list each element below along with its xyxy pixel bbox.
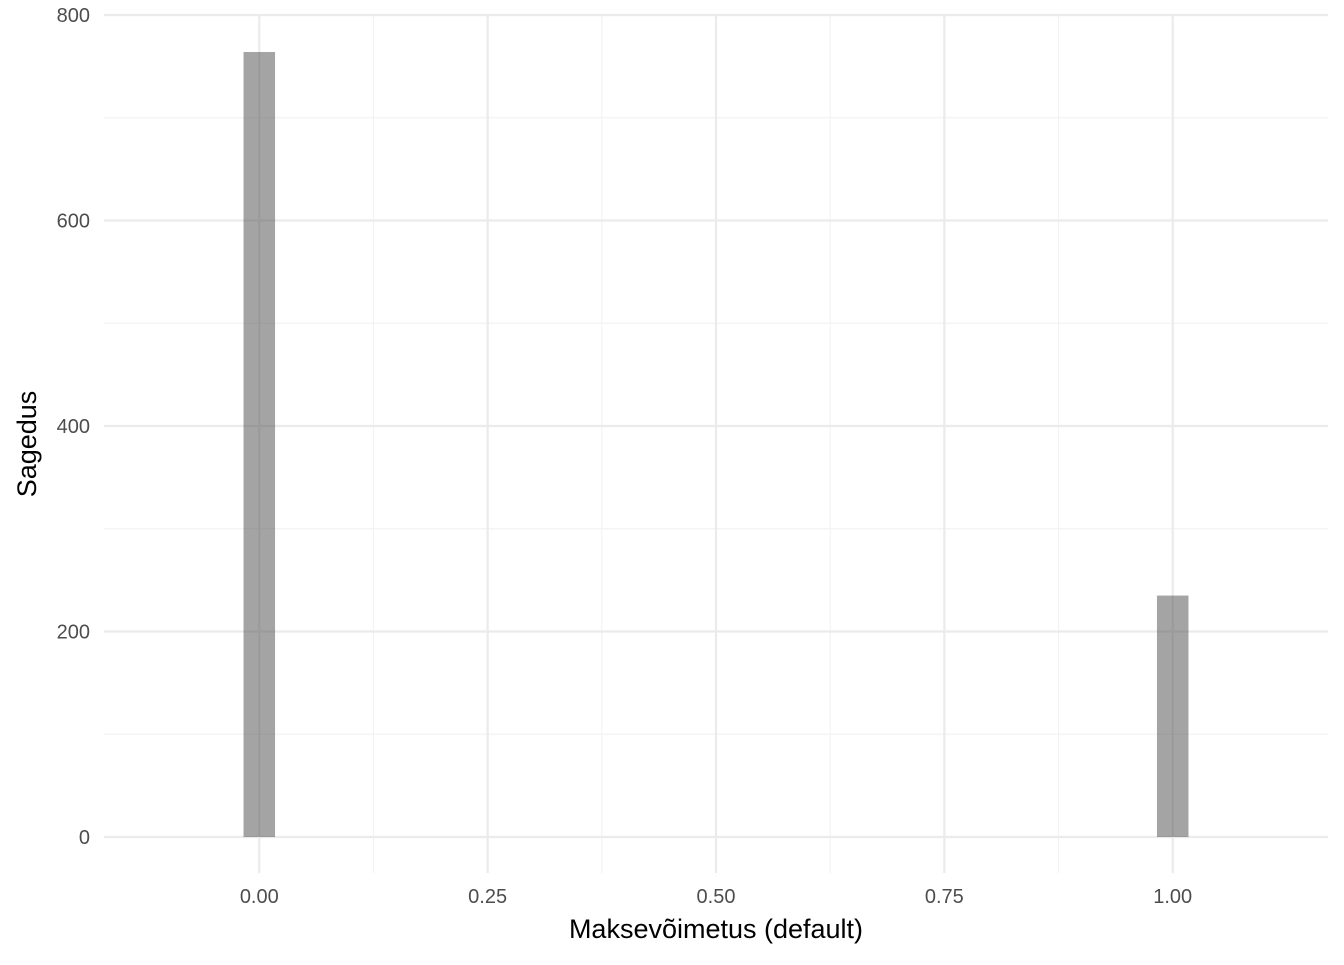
bars: [243, 51, 1189, 838]
histogram-bar-1: [1156, 595, 1189, 838]
y-tick-label: 800: [57, 5, 90, 27]
y-axis-title: Sagedus: [12, 391, 42, 498]
x-tick-label: 1.00: [1153, 886, 1192, 908]
y-tick-label: 600: [57, 211, 90, 233]
histogram-bar-0: [243, 51, 276, 838]
x-tick-label: 0.25: [468, 886, 507, 908]
y-tick-label: 400: [57, 416, 90, 438]
x-tick-label: 0.75: [925, 886, 964, 908]
x-tick-label: 0.00: [240, 886, 279, 908]
tick-labels: 0 200 400 600 800 0.00 0.25 0.50 0.75 1.00: [57, 5, 1193, 908]
grid-lines: [104, 13, 1328, 873]
y-tick-label: 200: [57, 622, 90, 644]
x-axis-title: Maksevõimetus (default): [569, 914, 863, 944]
x-tick-label: 0.50: [697, 886, 736, 908]
y-tick-label: 0: [79, 827, 90, 849]
